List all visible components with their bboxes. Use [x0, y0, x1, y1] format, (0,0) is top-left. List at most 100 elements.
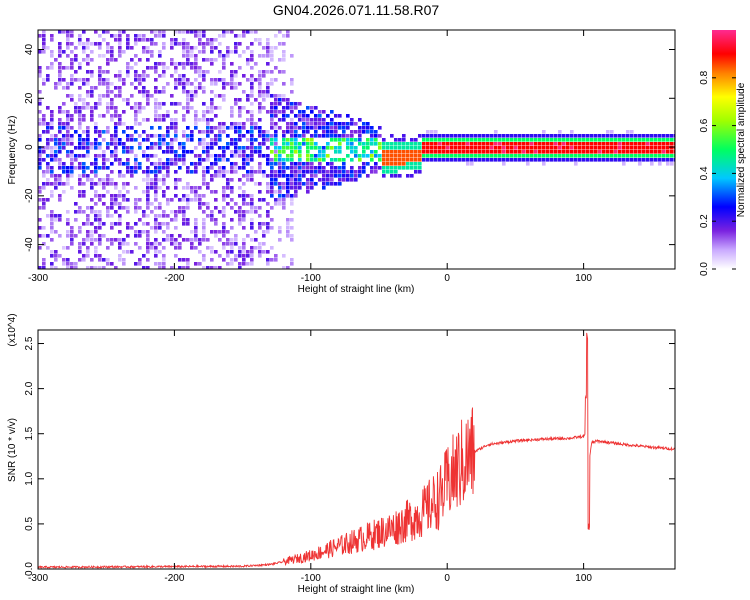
spectrogram-cell	[194, 58, 198, 62]
spectrogram-cell	[578, 138, 582, 142]
spectrogram-cell	[166, 146, 170, 150]
spectrogram-cell	[530, 142, 534, 146]
spectrogram-cell	[78, 142, 82, 146]
spectrogram-cell	[386, 154, 390, 158]
spectrogram-cell	[114, 198, 118, 202]
spectrogram-cell	[502, 154, 506, 158]
spectrogram-cell	[54, 146, 58, 150]
spectrogram-cell	[86, 130, 90, 134]
spectrogram-cell	[450, 158, 454, 162]
spectrogram-cell	[102, 30, 106, 34]
spectrogram-cell	[58, 122, 62, 126]
spectrogram-cell	[214, 266, 218, 269]
spectrogram-cell	[162, 46, 166, 50]
spectrogram-cell	[154, 142, 158, 146]
y-tick-label: -40	[24, 237, 35, 252]
spectrogram-cell	[418, 146, 422, 150]
spectrogram-cell	[374, 166, 378, 170]
spectrogram-cell	[146, 50, 150, 54]
spectrogram-cell	[78, 126, 82, 130]
spectrogram-cell	[78, 94, 82, 98]
spectrogram-cell	[394, 174, 398, 178]
spectrogram-cell	[122, 30, 126, 34]
spectrogram-cell	[190, 198, 194, 202]
spectrogram-cell	[54, 134, 58, 138]
spectrogram-cell	[74, 202, 78, 206]
spectrogram-cell	[510, 138, 514, 142]
spectrogram-cell	[90, 178, 94, 182]
spectrogram-cell	[250, 174, 254, 178]
spectrogram-cell	[370, 154, 374, 158]
spectrogram-cell	[146, 242, 150, 246]
spectrogram-cell	[86, 46, 90, 50]
spectrogram-cell	[58, 106, 62, 110]
spectrogram-cell	[114, 182, 118, 186]
spectrogram-cell	[218, 230, 222, 234]
spectrogram-cell	[262, 230, 266, 234]
spectrogram-cell	[78, 246, 82, 250]
spectrogram-cell	[114, 86, 118, 90]
spectrogram-cell	[166, 166, 170, 170]
spectrogram-cell	[182, 186, 186, 190]
spectrogram-cell	[298, 102, 302, 106]
spectrogram-cell	[254, 126, 258, 130]
spectrogram-cell	[238, 114, 242, 118]
spectrogram-cell	[50, 114, 54, 118]
spectrogram-cell	[38, 70, 42, 74]
spectrogram-cell	[270, 178, 274, 182]
spectrogram-cell	[514, 154, 518, 158]
spectrogram-cell	[354, 146, 358, 150]
spectrogram-cell	[654, 154, 658, 158]
colorbar-ticks: 0.00.20.40.60.8	[699, 70, 736, 276]
spectrogram-cell	[310, 110, 314, 114]
spectrogram-cell	[66, 178, 70, 182]
spectrogram-cell	[670, 158, 674, 162]
spectrogram-cell	[162, 142, 166, 146]
spectrogram-cell	[418, 166, 422, 170]
spectrogram-cell	[186, 194, 190, 198]
spectrogram-cell	[78, 194, 82, 198]
spectrogram-cell	[598, 146, 602, 150]
spectrogram-cell	[406, 150, 410, 154]
spectrogram-cell	[330, 178, 334, 182]
spectrogram-cell	[310, 182, 314, 186]
spectrogram-cell	[574, 158, 578, 162]
spectrogram-cell	[74, 102, 78, 106]
spectrogram-cell	[218, 266, 222, 269]
spectrogram-cell	[154, 118, 158, 122]
spectrogram-cell	[290, 110, 294, 114]
spectrogram-cell	[78, 146, 82, 150]
spectrogram-cell	[174, 158, 178, 162]
spectrogram-cell	[202, 138, 206, 142]
spectrogram-cell	[182, 158, 186, 162]
spectrogram-cell	[274, 110, 278, 114]
spectrogram-cell	[610, 158, 614, 162]
spectrogram-cell	[454, 142, 458, 146]
spectrogram-cell	[574, 134, 578, 138]
spectrogram-cell	[210, 46, 214, 50]
spectrogram-cell	[250, 114, 254, 118]
spectrogram-cell	[202, 194, 206, 198]
spectrogram-cell	[290, 258, 294, 262]
spectrogram-cell	[186, 62, 190, 66]
spectrogram-cell	[326, 178, 330, 182]
spectrogram-cell	[242, 242, 246, 246]
spectrogram-cell	[102, 222, 106, 226]
spectrogram-cell	[130, 58, 134, 62]
spectrogram-cell	[630, 138, 634, 142]
spectrogram-cell	[182, 66, 186, 70]
spectrogram-cell	[646, 150, 650, 154]
spectrogram-cell	[646, 146, 650, 150]
spectrogram-cell	[134, 162, 138, 166]
spectrogram-cell	[230, 30, 234, 34]
spectrogram-cell	[166, 150, 170, 154]
spectrogram-cell	[398, 142, 402, 146]
spectrogram-cell	[142, 214, 146, 218]
spectrogram-cell	[170, 150, 174, 154]
spectrogram-cell	[74, 58, 78, 62]
spectrogram-cell	[142, 210, 146, 214]
snr-y-ticks: 0.00.51.01.52.02.5	[24, 336, 675, 576]
spectrogram-cell	[94, 194, 98, 198]
spectrogram-cell	[138, 78, 142, 82]
spectrogram-cell	[154, 98, 158, 102]
